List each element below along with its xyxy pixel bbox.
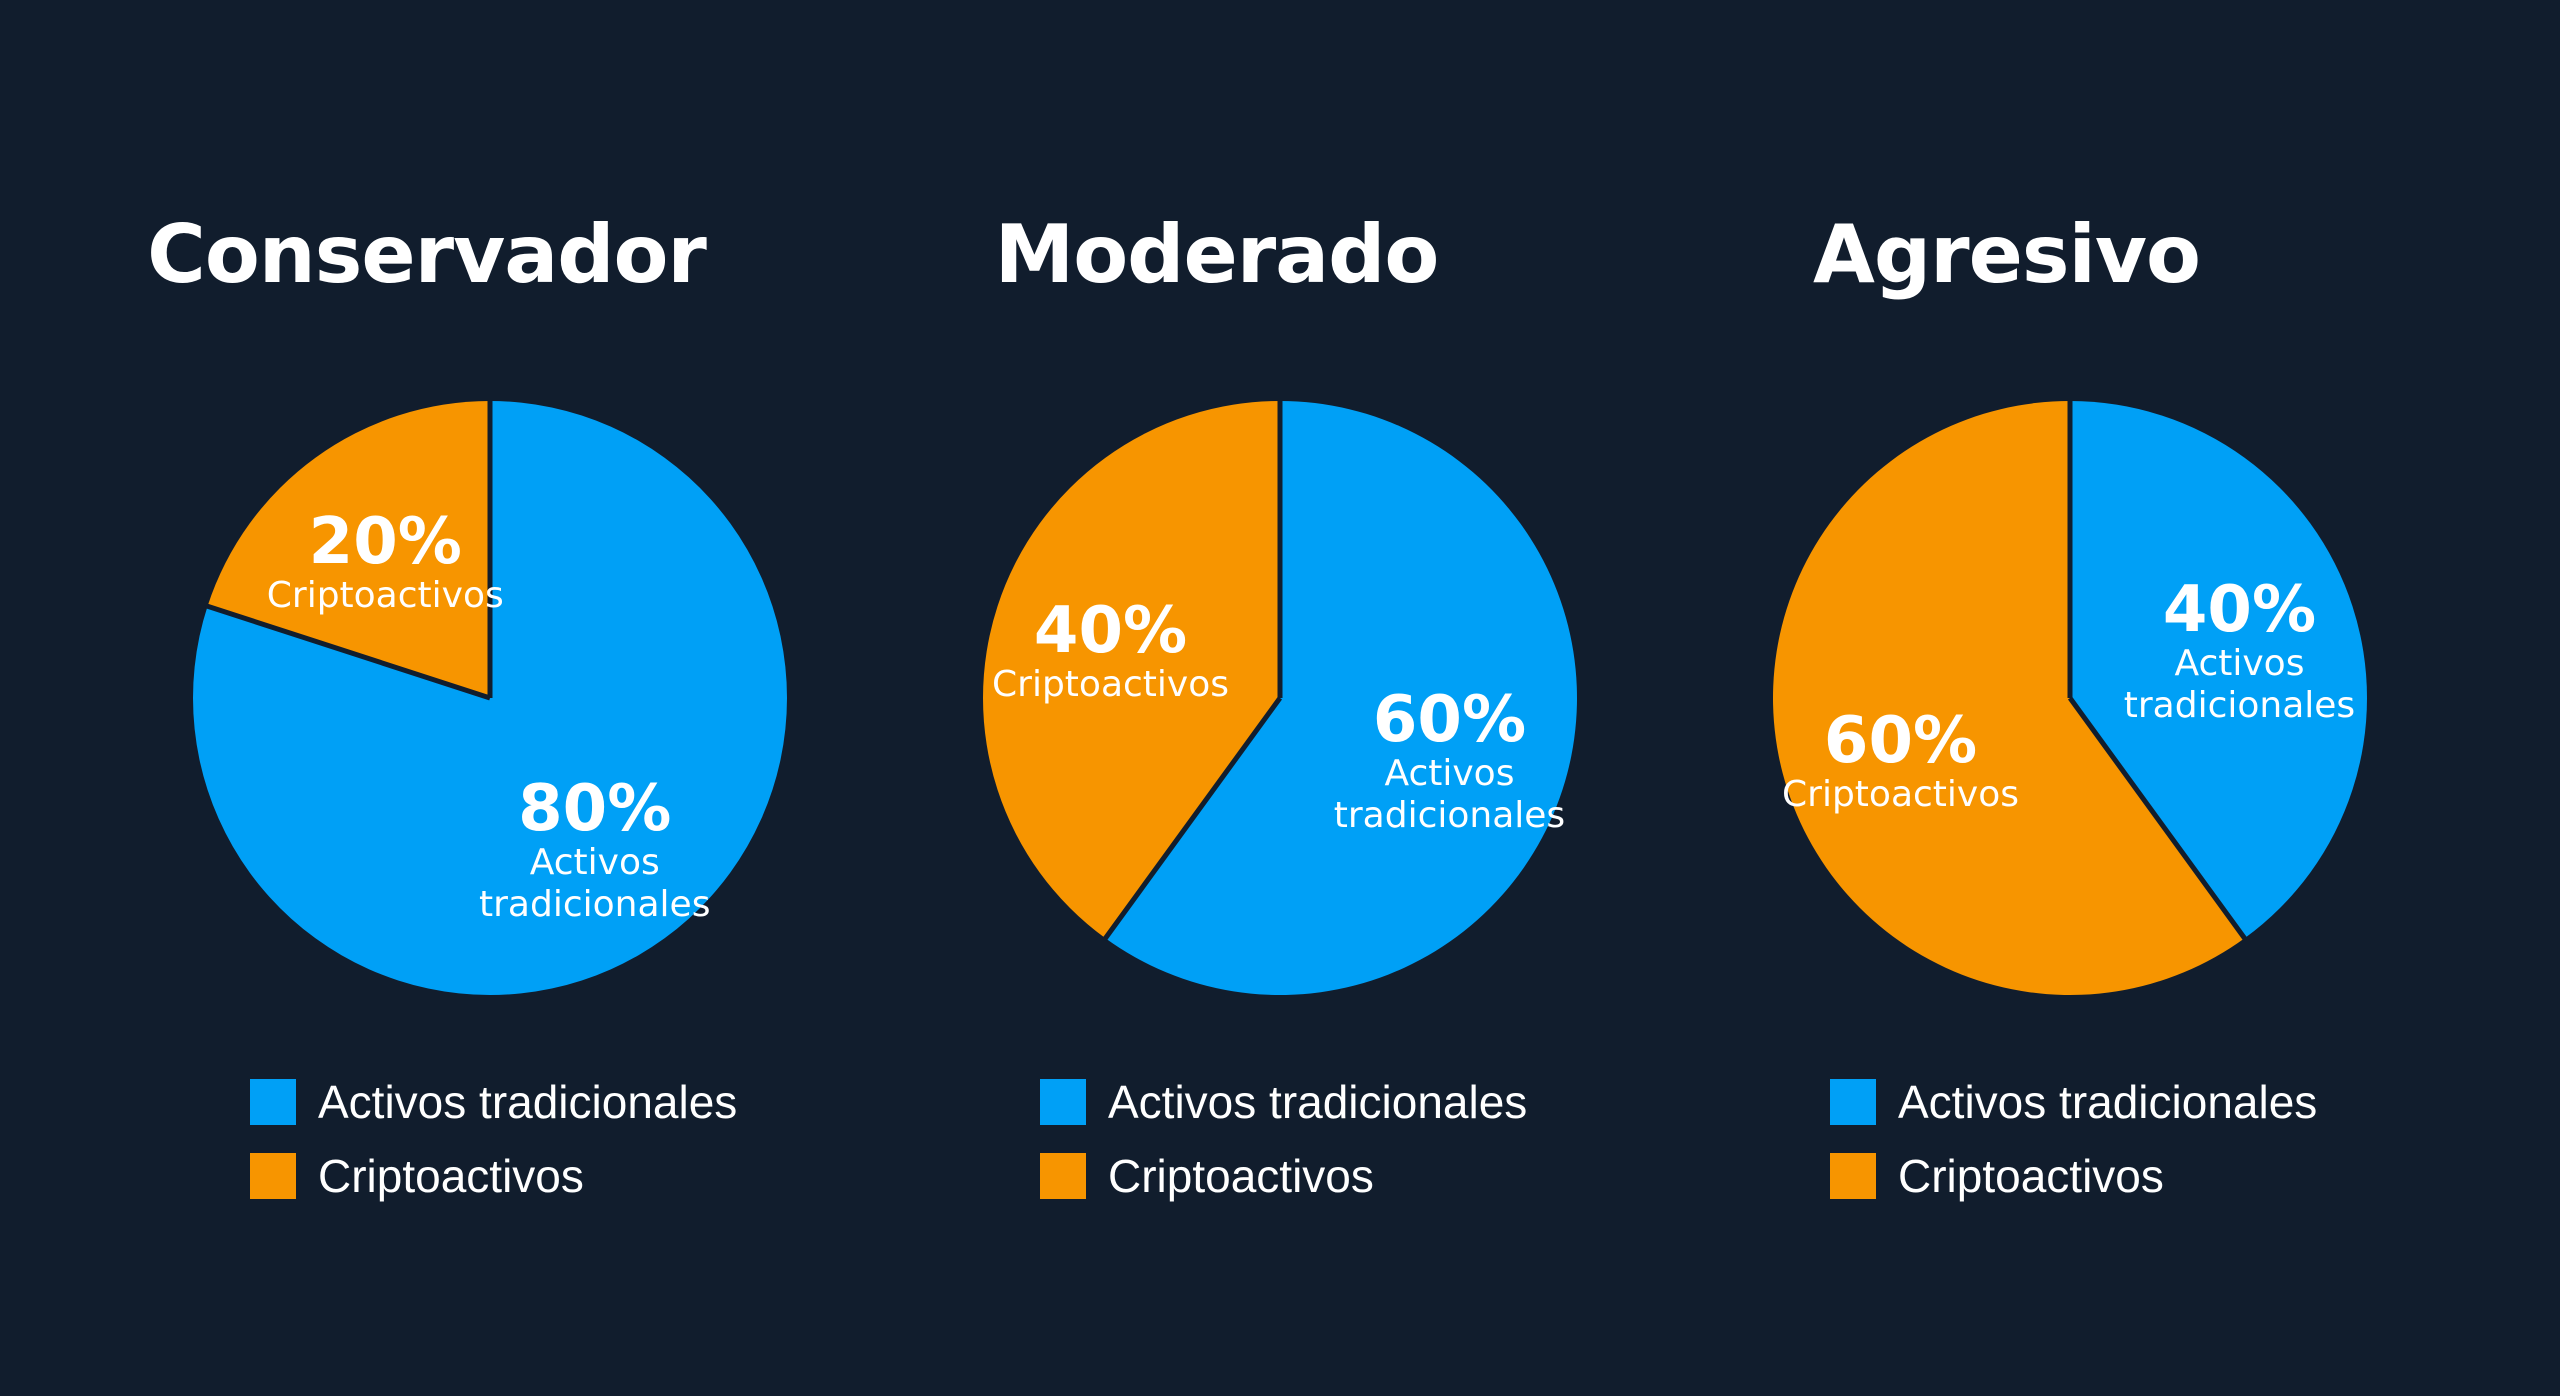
pie-slice-criptoactivos [982, 401, 1280, 939]
chart-title: Conservador [147, 208, 707, 301]
slice-name-label: Criptoactivos [992, 664, 1229, 705]
legend-item-activos-tradicionales: Activos tradicionales [1830, 1072, 2317, 1132]
legend-label: Activos tradicionales [318, 1076, 738, 1128]
slice-name-label: Criptoactivos [267, 575, 504, 616]
legend-label: Criptoactivos [1898, 1150, 2164, 1202]
pie-separator [204, 603, 491, 701]
slice-name-label: Activos [530, 842, 660, 883]
slice-percent-label: 20% [309, 505, 462, 579]
slice-name-label: tradicionales [2124, 685, 2355, 726]
legend-swatch [250, 1153, 296, 1199]
slice-percent-label: 60% [1824, 704, 1977, 778]
slice-name-label: tradicionales [1334, 795, 1565, 836]
legend-swatch [1040, 1079, 1086, 1125]
pie-separator [2067, 696, 2248, 942]
pie-slice-activos-tradicionales [2070, 401, 2367, 939]
chart-panel-moderado: Moderado 40% Criptoactivos 60% Activos tradi… [790, 0, 1643, 1396]
chart-panel-conservador: Conservador 20% Criptoactivos 80% Activos tr… [0, 0, 853, 1396]
legend-swatch [1830, 1153, 1876, 1199]
chart-panel-agresivo: Agresivo 60% Criptoactivos 40% Activos tradi… [1580, 0, 2433, 1396]
pie-slice-criptoactivos [207, 401, 491, 698]
slice-percent-label: 40% [2163, 573, 2316, 647]
slice-percent-label: 80% [518, 772, 671, 846]
slice-name-label: Criptoactivos [1782, 774, 2019, 815]
legend-swatch [1830, 1079, 1876, 1125]
legend-label: Criptoactivos [1108, 1150, 1374, 1202]
pie-slice-criptoactivos [1773, 401, 2245, 995]
legend-label: Activos tradicionales [1898, 1076, 2318, 1128]
legend-item-criptoactivos: Criptoactivos [1040, 1146, 1374, 1206]
legend-swatch [1040, 1153, 1086, 1199]
legend-item-activos-tradicionales: Activos tradicionales [1040, 1072, 1527, 1132]
legend-item-activos-tradicionales: Activos tradicionales [250, 1072, 737, 1132]
pie-separator [1102, 696, 1283, 942]
slice-name-label: tradicionales [479, 884, 710, 925]
chart-title: Agresivo [1812, 208, 2201, 301]
legend-swatch [250, 1079, 296, 1125]
legend-label: Criptoactivos [318, 1150, 584, 1202]
slice-name-label: Activos [2174, 643, 2304, 684]
chart-title: Moderado [994, 208, 1440, 301]
legend-label: Activos tradicionales [1108, 1076, 1528, 1128]
legend-item-criptoactivos: Criptoactivos [250, 1146, 584, 1206]
slice-name-label: Activos [1384, 753, 1514, 794]
slice-percent-label: 60% [1373, 683, 1526, 757]
legend-item-criptoactivos: Criptoactivos [1830, 1146, 2164, 1206]
slice-percent-label: 40% [1034, 594, 1187, 668]
pie-slice-activos-tradicionales [1105, 401, 1577, 995]
